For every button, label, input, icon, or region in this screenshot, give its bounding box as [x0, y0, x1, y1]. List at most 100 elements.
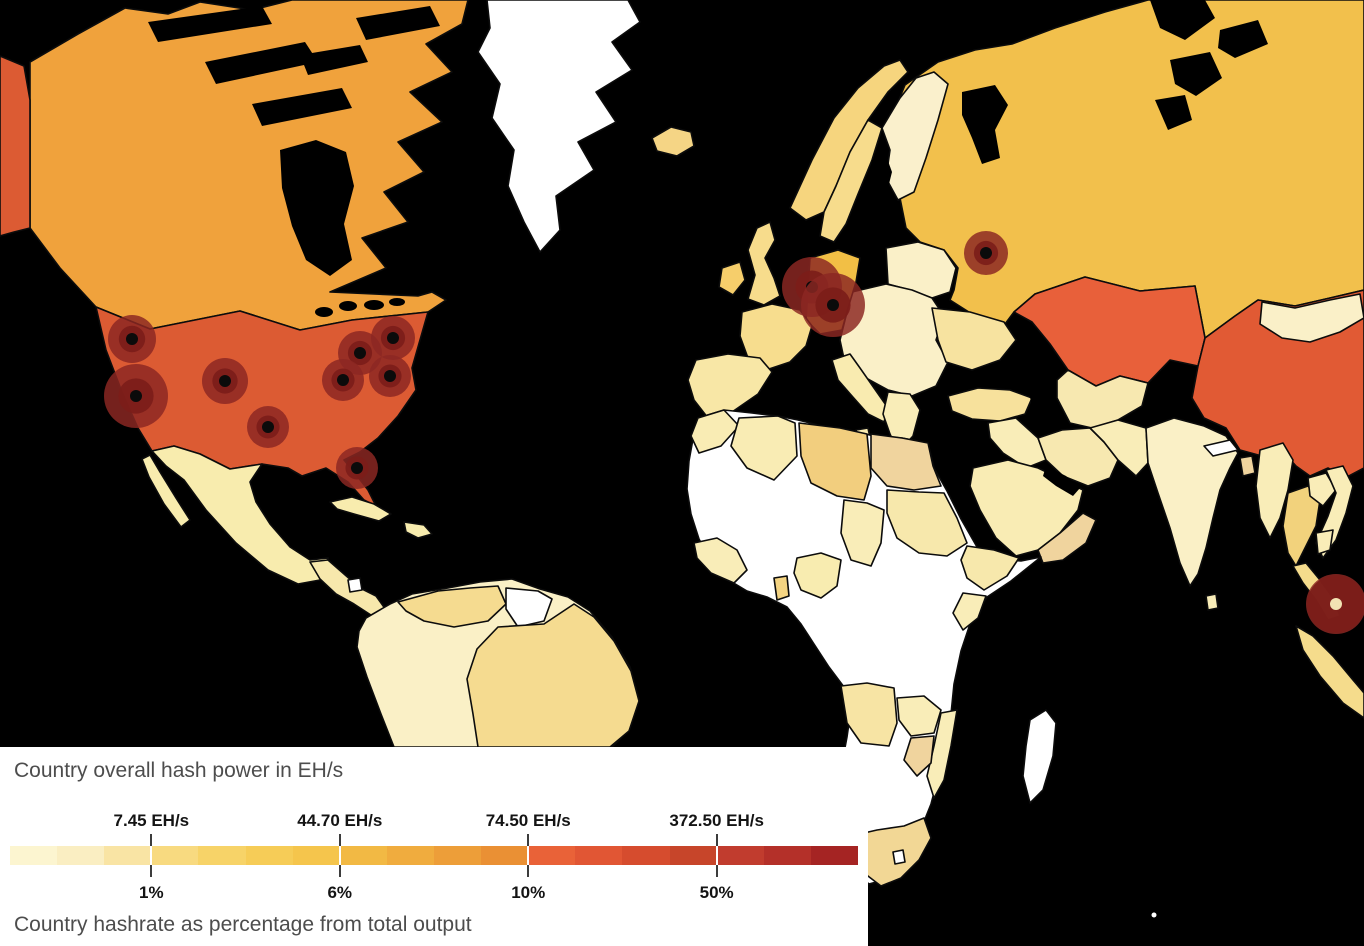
country-ethiopia[interactable] — [960, 545, 1020, 591]
legend-bar-segment — [481, 846, 529, 865]
country-angola[interactable] — [840, 682, 898, 747]
country-lesotho[interactable] — [892, 849, 906, 865]
country-mongolia[interactable] — [1259, 293, 1364, 343]
country-algeria[interactable] — [730, 415, 798, 481]
country-alaska[interactable] — [0, 55, 31, 237]
legend-bar-segment — [528, 846, 576, 865]
country-hispaniola[interactable] — [403, 521, 433, 539]
legend-tick-line — [527, 865, 530, 877]
arctic-inlet — [1150, 0, 1215, 40]
legend-tick-line — [527, 834, 530, 846]
legend-eh-label: 44.70 EH/s — [297, 811, 383, 830]
legend-bar-segment — [339, 846, 387, 865]
country-nigeria[interactable] — [793, 552, 842, 599]
region-baja-california[interactable] — [141, 454, 191, 528]
country-zambia[interactable] — [896, 695, 942, 737]
country-india[interactable] — [1145, 417, 1239, 587]
mining-marker[interactable] — [369, 355, 411, 397]
mining-marker[interactable] — [247, 406, 289, 448]
country-nicaragua[interactable] — [347, 577, 363, 593]
legend-color-scale: 7.45 EH/s 1% 44.70 EH/s 6% 74.50 EH/s 10% 372.… — [10, 811, 858, 921]
legend-caption: Country hashrate as percentage from tota… — [14, 913, 472, 936]
country-ukraine[interactable] — [931, 307, 1017, 371]
country-ireland[interactable] — [718, 261, 746, 296]
country-iceland[interactable] — [651, 126, 695, 157]
legend-bar-segment — [292, 846, 340, 865]
arctic-channel — [205, 42, 318, 84]
country-venezuela[interactable] — [397, 585, 507, 628]
arctic-inlet — [1155, 95, 1192, 130]
arctic-channel — [300, 45, 368, 75]
arctic-channel — [356, 6, 440, 40]
mining-marker[interactable] — [108, 315, 156, 363]
legend-tick-line — [150, 865, 153, 877]
country-zimbabwe[interactable] — [903, 735, 935, 777]
country-uk[interactable] — [747, 221, 781, 306]
country-kazakhstan[interactable] — [1013, 276, 1206, 387]
legend-bar-segment — [245, 846, 293, 865]
legend-tick-line — [715, 865, 718, 877]
legend-bar-segment — [151, 846, 199, 865]
country-madagascar[interactable] — [1022, 709, 1057, 804]
mining-marker[interactable] — [801, 273, 865, 337]
country-cuba[interactable] — [329, 496, 392, 522]
country-laos[interactable] — [1307, 472, 1337, 507]
region-pakistan-afghanistan[interactable] — [1089, 419, 1149, 477]
country-guyana[interactable] — [505, 587, 553, 628]
country-nepal[interactable] — [1203, 439, 1239, 457]
legend-tick-line — [150, 834, 153, 846]
white-sea — [962, 85, 1008, 164]
country-sri-lanka[interactable] — [1205, 593, 1219, 611]
country-mexico[interactable] — [151, 445, 329, 585]
arctic-channel — [252, 88, 352, 126]
legend-bar-segment — [669, 846, 717, 865]
legend-bar — [10, 846, 858, 865]
region-iraq-syria[interactable] — [987, 417, 1047, 469]
legend-bar-segment — [433, 846, 482, 865]
legend-eh-label: 74.50 EH/s — [485, 811, 571, 830]
region-yemen-oman[interactable] — [1037, 512, 1097, 564]
legend-bar-segment — [57, 846, 105, 865]
country-cambodia[interactable] — [1315, 529, 1334, 555]
region-west-africa[interactable] — [693, 537, 748, 584]
country-greenland[interactable] — [477, 0, 641, 253]
region-central-europe[interactable] — [839, 283, 949, 397]
arctic-channel — [148, 6, 272, 42]
great-lake — [389, 298, 405, 306]
great-lake — [364, 300, 384, 310]
legend-panel: Country overall hash power in EH/s 7.45 … — [0, 747, 868, 946]
mining-marker[interactable] — [104, 364, 168, 428]
country-kenya[interactable] — [952, 592, 987, 631]
country-sudan[interactable] — [886, 489, 968, 557]
mining-marker[interactable] — [371, 316, 415, 360]
country-egypt[interactable] — [870, 433, 942, 491]
country-iran[interactable] — [1037, 427, 1119, 487]
island-sumatra[interactable] — [1295, 625, 1364, 719]
country-chad[interactable] — [840, 499, 885, 567]
country-france[interactable] — [739, 303, 813, 371]
country-turkey[interactable] — [947, 387, 1033, 422]
mining-marker[interactable] — [322, 359, 364, 401]
country-libya[interactable] — [798, 422, 872, 501]
legend-bar-segment — [810, 846, 858, 865]
legend-pct-label: 50% — [699, 883, 734, 902]
legend-bar-segment — [575, 846, 623, 865]
mining-marker[interactable] — [336, 447, 378, 489]
great-lake — [339, 301, 357, 311]
region-iberia[interactable] — [687, 353, 773, 419]
country-myanmar[interactable] — [1255, 442, 1294, 539]
country-bangladesh[interactable] — [1239, 455, 1256, 477]
country-ghana[interactable] — [773, 575, 790, 601]
gulf-of-bothnia — [866, 150, 892, 220]
legend-tick-line — [338, 846, 341, 865]
mining-marker[interactable] — [964, 231, 1008, 275]
caspian-sea — [1026, 342, 1061, 446]
mining-marker[interactable] — [202, 358, 248, 404]
mining-marker[interactable] — [1306, 574, 1364, 634]
legend-pct-label: 6% — [327, 883, 353, 902]
legend-pct-label: 10% — [511, 883, 546, 902]
country-morocco[interactable] — [690, 409, 740, 454]
country-brazil[interactable] — [466, 603, 640, 748]
legend-bar-segment — [198, 846, 246, 865]
